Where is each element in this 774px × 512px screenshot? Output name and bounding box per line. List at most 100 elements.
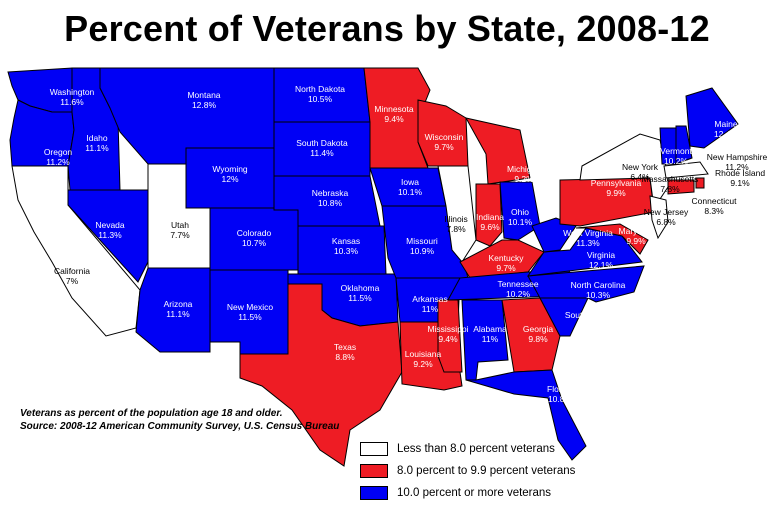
state-label-nevada: Nevada [95, 220, 125, 230]
state-label-west-virginia: West Virginia [563, 228, 613, 238]
state-value-pennsylvania: 9.9% [606, 188, 626, 198]
state-georgia [501, 297, 561, 373]
legend-item-high: 10.0 percent or more veterans [360, 482, 575, 504]
state-label-virginia: Virginia [587, 250, 615, 260]
legend-swatch-low [360, 442, 388, 456]
state-maryland [575, 223, 649, 255]
legend-label-low: Less than 8.0 percent veterans [397, 443, 555, 455]
state-value-alabama: 11% [482, 334, 499, 344]
state-value-new-jersey: 6.8% [656, 217, 676, 227]
state-value-oklahoma: 11.5% [348, 293, 372, 303]
state-massachusetts [663, 161, 709, 179]
state-shapes [7, 67, 739, 467]
map-legend: Less than 8.0 percent veterans 8.0 perce… [360, 438, 575, 504]
state-value-texas: 8.8% [335, 352, 355, 362]
state-label-new-jersey: New Jersey [644, 207, 689, 217]
state-value-maryland: 9.9% [626, 236, 646, 246]
state-value-michigan: 9.2% [514, 174, 534, 184]
state-value-california: 7% [66, 276, 79, 286]
state-value-montana: 12.8% [192, 100, 217, 110]
state-michigan [465, 117, 531, 185]
map-title: Percent of Veterans by State, 2008-12 [64, 8, 710, 49]
state-value-arkansas: 11% [422, 304, 439, 314]
state-value-ohio: 10.1% [508, 217, 533, 227]
state-value-arizona: 11.1% [166, 309, 190, 319]
state-label-rhode-island: Rhode Island [715, 168, 765, 178]
state-value-north-dakota: 10.5% [308, 94, 333, 104]
state-label-georgia: Georgia [523, 324, 554, 334]
state-value-maine: 12.4% [714, 129, 739, 139]
state-value-new-york: 6.4% [630, 172, 650, 182]
state-value-missouri: 10.9% [410, 246, 435, 256]
state-label-new-hampshire: New Hampshire [707, 152, 768, 162]
state-value-south-dakota: 11.4% [310, 148, 334, 158]
state-value-wisconsin: 9.7% [434, 142, 454, 152]
state-label-pennsylvania: Pennsylvania [591, 178, 642, 188]
map-note: Veterans as percent of the population ag… [20, 408, 283, 419]
state-value-louisiana: 9.2% [413, 359, 433, 369]
state-value-washington: 11.6% [60, 97, 84, 107]
state-value-minnesota: 9.4% [384, 114, 404, 124]
state-value-rhode-island: 9.1% [730, 178, 750, 188]
state-label-wisconsin: Wisconsin [425, 132, 464, 142]
state-label-minnesota: Minnesota [374, 104, 413, 114]
legend-item-low: Less than 8.0 percent veterans [360, 438, 575, 460]
map-source: Source: 2008-12 American Community Surve… [20, 421, 340, 432]
state-value-kansas: 10.3% [334, 246, 359, 256]
state-value-mississippi: 9.4% [438, 334, 458, 344]
state-label-north-carolina: North Carolina [571, 280, 626, 290]
state-value-illinois: 7.8% [446, 224, 466, 234]
state-label-connecticut: Connecticut [692, 196, 738, 206]
state-value-georgia: 9.8% [528, 334, 548, 344]
state-value-kentucky: 9.7% [496, 263, 516, 273]
state-label-utah: Utah [171, 220, 189, 230]
state-label-colorado: Colorado [237, 228, 272, 238]
state-florida [465, 369, 587, 461]
state-label-kentucky: Kentucky [489, 253, 525, 263]
state-value-new-mexico: 11.5% [238, 312, 262, 322]
legend-label-high: 10.0 percent or more veterans [397, 487, 552, 499]
state-value-indiana: 9.6% [480, 222, 500, 232]
state-ohio [499, 181, 541, 241]
state-label-idaho: Idaho [86, 133, 108, 143]
state-label-maine: Maine [714, 119, 737, 129]
state-value-virginia: 12.1% [589, 260, 614, 270]
state-label-oklahoma: Oklahoma [341, 283, 380, 293]
state-label-montana: Montana [187, 90, 220, 100]
state-label-wyoming: Wyoming [212, 164, 248, 174]
state-label-new-york: New York [622, 162, 659, 172]
legend-item-mid: 8.0 percent to 9.9 percent veterans [360, 460, 575, 482]
state-label-missouri: Missouri [406, 236, 438, 246]
legend-swatch-mid [360, 464, 388, 478]
state-rhode-island [695, 177, 705, 189]
state-new-jersey [649, 195, 669, 240]
state-mississippi [437, 299, 463, 373]
state-label-arizona: Arizona [164, 299, 193, 309]
state-label-washington: Washington [50, 87, 95, 97]
state-value-florida: 10.8% [548, 394, 573, 404]
state-connecticut [667, 179, 695, 195]
state-indiana [475, 183, 503, 247]
state-label-nebraska: Nebraska [312, 188, 349, 198]
state-label-iowa: Iowa [401, 177, 419, 187]
state-label-south-dakota: South Dakota [296, 138, 348, 148]
state-value-colorado: 10.7% [242, 238, 267, 248]
legend-label-mid: 8.0 percent to 9.9 percent veterans [397, 465, 576, 477]
state-label-florida: Florida [547, 384, 573, 394]
state-value-wyoming: 12% [221, 174, 238, 184]
state-label-california: California [54, 266, 90, 276]
state-value-nevada: 11.3% [98, 230, 122, 240]
state-label-mississippi: Mississippi [427, 324, 468, 334]
state-label-ohio: Ohio [511, 207, 529, 217]
state-new-york [579, 133, 671, 210]
state-label-vermont: Vermont [660, 146, 692, 156]
state-nevada [67, 189, 149, 283]
state-value-oregon: 11.2% [46, 157, 70, 167]
state-label-arkansas: Arkansas [412, 294, 447, 304]
state-value-north-carolina: 10.3% [586, 290, 611, 300]
state-label-massachusetts: Massachusetts [642, 174, 699, 184]
state-value-connecticut: 8.3% [704, 206, 724, 216]
state-label-oregon: Oregon [44, 147, 73, 157]
